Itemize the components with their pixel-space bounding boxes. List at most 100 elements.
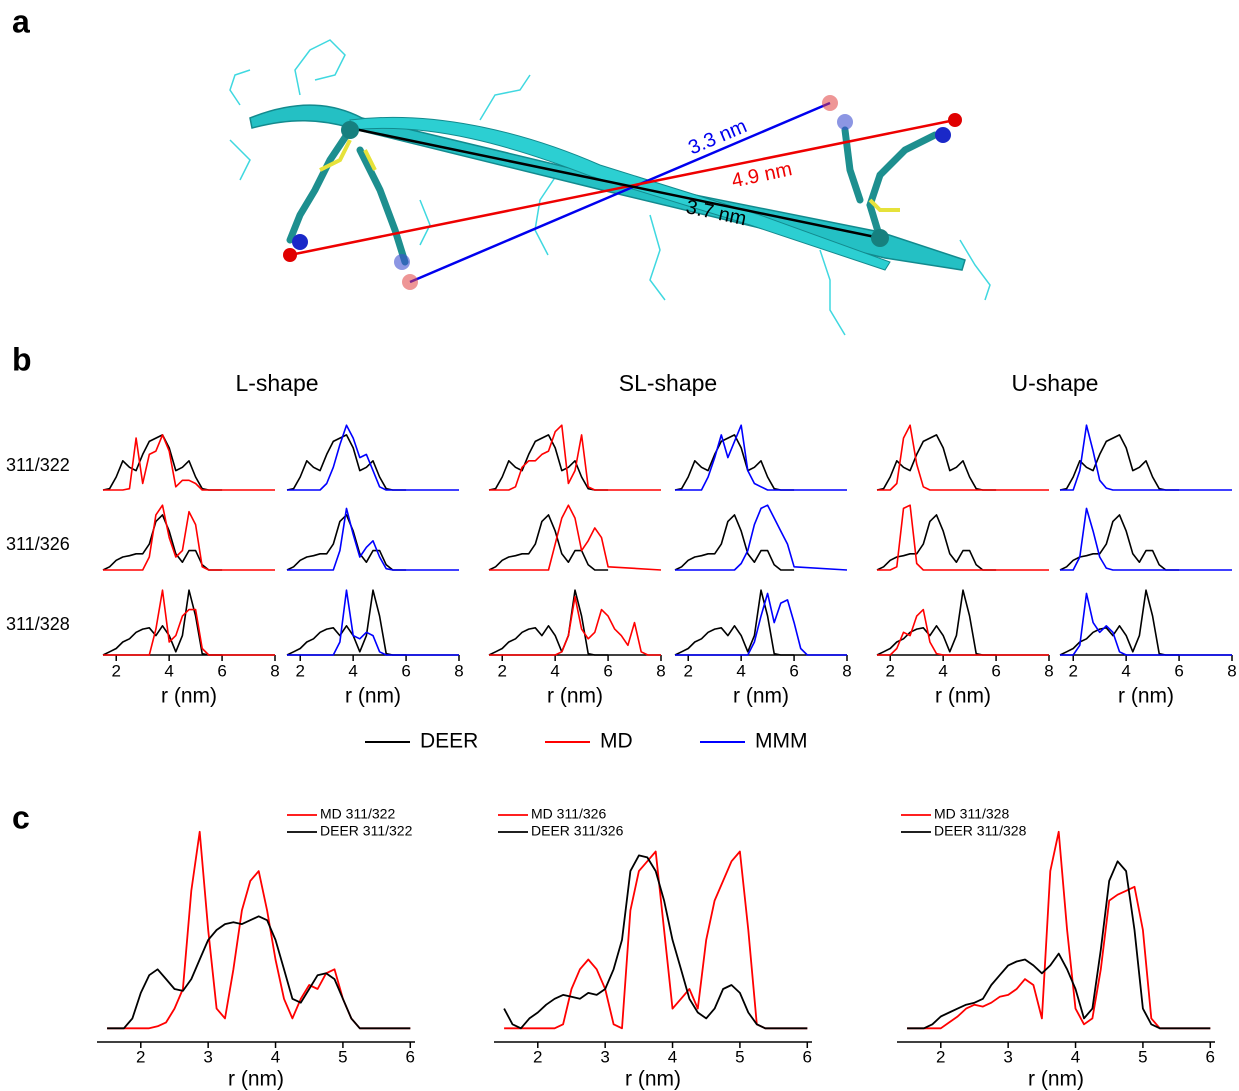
x-tick-label: 3: [1003, 1047, 1012, 1066]
x-axis-label: r (nm): [625, 1068, 681, 1091]
column-title: SL-shape: [619, 370, 717, 396]
x-tick-label: 4: [668, 1047, 677, 1066]
series-line: [489, 515, 608, 570]
atom: [341, 121, 359, 139]
row-label: 311/328: [6, 614, 70, 634]
series-line: [103, 590, 275, 655]
x-tick-label: 6: [217, 661, 226, 680]
series-line: [877, 425, 1049, 490]
x-tick-label: 4: [550, 661, 559, 680]
x-tick-label: 8: [842, 661, 851, 680]
x-tick-label: 2: [683, 661, 692, 680]
series-line: [489, 597, 661, 655]
x-tick-label: 4: [271, 1047, 280, 1066]
series-line: [489, 425, 661, 490]
x-tick-label: 8: [270, 661, 279, 680]
atom: [935, 127, 951, 143]
x-axis-label: r (nm): [547, 685, 603, 708]
series-line: [107, 916, 410, 1028]
series-line: [877, 515, 996, 570]
x-axis-label: r (nm): [161, 685, 217, 708]
series-line: [287, 515, 406, 570]
series-line: [103, 515, 222, 570]
series-line: [877, 590, 996, 655]
series-line: [675, 593, 847, 655]
x-axis-label: r (nm): [1118, 685, 1174, 708]
legend-label: MMM: [755, 730, 807, 753]
x-tick-label: 2: [111, 661, 120, 680]
atom: [292, 234, 308, 250]
x-tick-label: 2: [885, 661, 894, 680]
series-line: [907, 832, 1210, 1029]
atom: [948, 113, 962, 127]
series-line: [675, 505, 847, 570]
x-tick-label: 6: [803, 1047, 812, 1066]
legend-label: MD 311/326: [531, 806, 606, 822]
atom: [402, 274, 418, 290]
x-tick-label: 4: [736, 661, 745, 680]
x-tick-label: 3: [600, 1047, 609, 1066]
x-tick-label: 3: [203, 1047, 212, 1066]
row-label: 311/326: [6, 534, 70, 554]
x-axis-label: r (nm): [935, 685, 991, 708]
column-title: U-shape: [1012, 370, 1099, 396]
x-tick-label: 2: [936, 1047, 945, 1066]
legend-label: MD 311/322: [320, 806, 395, 822]
series-line: [1060, 435, 1179, 490]
x-tick-label: 6: [406, 1047, 415, 1066]
series-line: [504, 855, 807, 1028]
atom: [822, 95, 838, 111]
legend-label: MD 311/328: [934, 806, 1009, 822]
series-line: [489, 505, 661, 570]
series-line: [1060, 425, 1232, 490]
legend-label: DEER: [420, 730, 478, 753]
figure: a b c: [0, 0, 1239, 1091]
x-tick-label: 2: [295, 661, 304, 680]
atom: [871, 229, 889, 247]
x-tick-label: 8: [1044, 661, 1053, 680]
series-line: [1060, 508, 1232, 570]
series-line: [877, 435, 996, 490]
series-line: [489, 590, 608, 655]
x-tick-label: 5: [735, 1047, 744, 1066]
column-title: L-shape: [235, 370, 318, 396]
x-tick-label: 2: [1068, 661, 1077, 680]
x-tick-label: 6: [1174, 661, 1183, 680]
series-line: [287, 435, 406, 490]
panel-label: a: [12, 3, 30, 39]
series-line: [103, 590, 222, 655]
page: a b c: [0, 0, 1239, 1091]
series-line: [907, 861, 1210, 1028]
series-line: [287, 590, 406, 655]
atom: [283, 248, 297, 262]
series-line: [877, 610, 1049, 655]
series-line: [489, 435, 608, 490]
series-line: [287, 425, 459, 490]
x-axis-label: r (nm): [345, 685, 401, 708]
series-line: [877, 505, 1049, 570]
x-tick-label: 4: [1121, 661, 1130, 680]
series-line: [1060, 593, 1232, 655]
x-tick-label: 2: [533, 1047, 542, 1066]
x-axis-label: r (nm): [733, 685, 789, 708]
x-axis-label: r (nm): [1028, 1068, 1084, 1091]
x-tick-label: 4: [348, 661, 357, 680]
panel-label: b: [12, 341, 32, 377]
x-tick-label: 6: [991, 661, 1000, 680]
x-tick-label: 2: [136, 1047, 145, 1066]
x-tick-label: 8: [454, 661, 463, 680]
x-tick-label: 5: [338, 1047, 347, 1066]
panel-label: c: [12, 799, 30, 835]
x-tick-label: 4: [164, 661, 173, 680]
distance-label: 3.3 nm: [685, 115, 750, 159]
legend-label: MD: [600, 730, 633, 753]
x-tick-label: 2: [497, 661, 506, 680]
x-tick-label: 4: [1071, 1047, 1080, 1066]
series-line: [107, 832, 410, 1029]
x-tick-label: 6: [1206, 1047, 1215, 1066]
legend-label: DEER 311/326: [531, 823, 624, 839]
atom: [837, 114, 853, 130]
x-tick-label: 6: [789, 661, 798, 680]
x-tick-label: 4: [938, 661, 947, 680]
series-line: [287, 590, 459, 655]
